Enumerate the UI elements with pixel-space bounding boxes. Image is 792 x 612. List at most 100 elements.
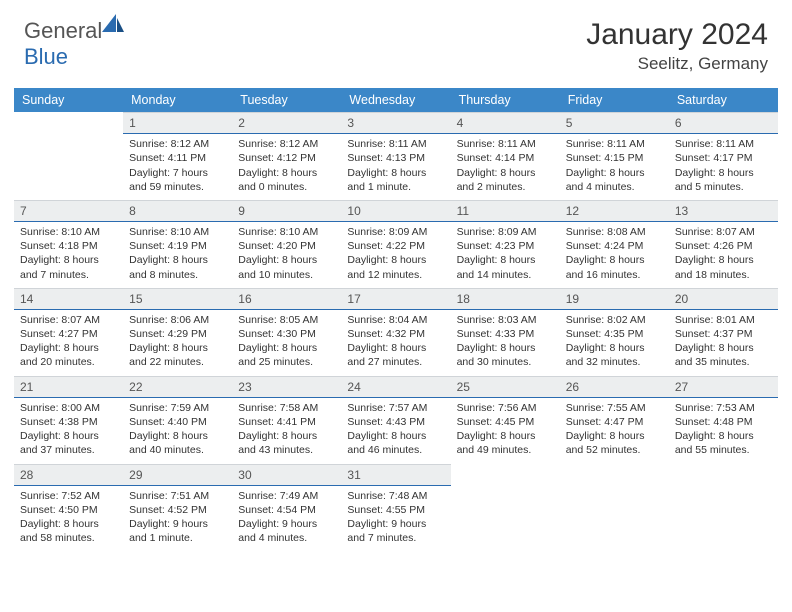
sunrise-text: Sunrise: 7:49 AM — [238, 489, 335, 503]
day-details: Sunrise: 8:05 AMSunset: 4:30 PMDaylight:… — [232, 310, 341, 376]
sunset-text: Sunset: 4:32 PM — [347, 327, 444, 341]
sunrise-text: Sunrise: 8:09 AM — [347, 225, 444, 239]
sunset-text: Sunset: 4:14 PM — [457, 151, 554, 165]
weeks-container: .1Sunrise: 8:12 AMSunset: 4:11 PMDayligh… — [14, 112, 778, 551]
sunrise-text: Sunrise: 8:01 AM — [675, 313, 772, 327]
day-cell: 25Sunrise: 7:56 AMSunset: 4:45 PMDayligh… — [451, 376, 560, 464]
sunset-text: Sunset: 4:22 PM — [347, 239, 444, 253]
sunrise-text: Sunrise: 8:11 AM — [675, 137, 772, 151]
daylight-text: Daylight: 8 hours and 18 minutes. — [675, 253, 772, 281]
day-number: 7 — [14, 200, 123, 222]
day-cell: 18Sunrise: 8:03 AMSunset: 4:33 PMDayligh… — [451, 288, 560, 376]
day-cell: 28Sunrise: 7:52 AMSunset: 4:50 PMDayligh… — [14, 464, 123, 552]
day-number: 16 — [232, 288, 341, 310]
day-cell: 12Sunrise: 8:08 AMSunset: 4:24 PMDayligh… — [560, 200, 669, 288]
day-details: Sunrise: 8:01 AMSunset: 4:37 PMDaylight:… — [669, 310, 778, 376]
header: General Blue January 2024 Seelitz, Germa… — [0, 0, 792, 82]
sunrise-text: Sunrise: 7:56 AM — [457, 401, 554, 415]
day-cell: 14Sunrise: 8:07 AMSunset: 4:27 PMDayligh… — [14, 288, 123, 376]
day-cell: . — [560, 464, 669, 552]
daylight-text: Daylight: 8 hours and 7 minutes. — [20, 253, 117, 281]
day-number: 8 — [123, 200, 232, 222]
day-number: 27 — [669, 376, 778, 398]
daylight-text: Daylight: 8 hours and 20 minutes. — [20, 341, 117, 369]
sunset-text: Sunset: 4:24 PM — [566, 239, 663, 253]
day-number: 12 — [560, 200, 669, 222]
daylight-text: Daylight: 8 hours and 1 minute. — [347, 166, 444, 194]
day-number: 30 — [232, 464, 341, 486]
day-number: 18 — [451, 288, 560, 310]
sunrise-text: Sunrise: 8:12 AM — [238, 137, 335, 151]
day-number: 4 — [451, 112, 560, 134]
daylight-text: Daylight: 8 hours and 10 minutes. — [238, 253, 335, 281]
day-cell: . — [14, 112, 123, 200]
sunset-text: Sunset: 4:55 PM — [347, 503, 444, 517]
sunset-text: Sunset: 4:54 PM — [238, 503, 335, 517]
day-details: Sunrise: 8:10 AMSunset: 4:20 PMDaylight:… — [232, 222, 341, 288]
week-row: 14Sunrise: 8:07 AMSunset: 4:27 PMDayligh… — [14, 288, 778, 376]
day-cell: 6Sunrise: 8:11 AMSunset: 4:17 PMDaylight… — [669, 112, 778, 200]
day-cell: 7Sunrise: 8:10 AMSunset: 4:18 PMDaylight… — [14, 200, 123, 288]
daylight-text: Daylight: 8 hours and 37 minutes. — [20, 429, 117, 457]
daylight-text: Daylight: 8 hours and 16 minutes. — [566, 253, 663, 281]
day-details: Sunrise: 8:08 AMSunset: 4:24 PMDaylight:… — [560, 222, 669, 288]
day-details: Sunrise: 8:07 AMSunset: 4:27 PMDaylight:… — [14, 310, 123, 376]
day-cell: 13Sunrise: 8:07 AMSunset: 4:26 PMDayligh… — [669, 200, 778, 288]
day-cell: 26Sunrise: 7:55 AMSunset: 4:47 PMDayligh… — [560, 376, 669, 464]
day-cell: 27Sunrise: 7:53 AMSunset: 4:48 PMDayligh… — [669, 376, 778, 464]
day-cell: 4Sunrise: 8:11 AMSunset: 4:14 PMDaylight… — [451, 112, 560, 200]
day-cell: 1Sunrise: 8:12 AMSunset: 4:11 PMDaylight… — [123, 112, 232, 200]
location-text: Seelitz, Germany — [586, 54, 768, 74]
daylight-text: Daylight: 9 hours and 4 minutes. — [238, 517, 335, 545]
sunrise-text: Sunrise: 7:48 AM — [347, 489, 444, 503]
week-row: 7Sunrise: 8:10 AMSunset: 4:18 PMDaylight… — [14, 200, 778, 288]
sunrise-text: Sunrise: 8:11 AM — [566, 137, 663, 151]
daylight-text: Daylight: 8 hours and 35 minutes. — [675, 341, 772, 369]
day-details: Sunrise: 7:48 AMSunset: 4:55 PMDaylight:… — [341, 486, 450, 552]
calendar: Sunday Monday Tuesday Wednesday Thursday… — [14, 88, 778, 551]
daylight-text: Daylight: 8 hours and 55 minutes. — [675, 429, 772, 457]
day-details — [560, 484, 669, 493]
sunset-text: Sunset: 4:12 PM — [238, 151, 335, 165]
daylight-text: Daylight: 8 hours and 22 minutes. — [129, 341, 226, 369]
day-cell: 20Sunrise: 8:01 AMSunset: 4:37 PMDayligh… — [669, 288, 778, 376]
sunset-text: Sunset: 4:33 PM — [457, 327, 554, 341]
sunset-text: Sunset: 4:15 PM — [566, 151, 663, 165]
sunset-text: Sunset: 4:43 PM — [347, 415, 444, 429]
sunrise-text: Sunrise: 8:04 AM — [347, 313, 444, 327]
day-details: Sunrise: 8:11 AMSunset: 4:15 PMDaylight:… — [560, 134, 669, 200]
day-number: 22 — [123, 376, 232, 398]
week-row: .1Sunrise: 8:12 AMSunset: 4:11 PMDayligh… — [14, 112, 778, 200]
day-cell: 2Sunrise: 8:12 AMSunset: 4:12 PMDaylight… — [232, 112, 341, 200]
day-number: 19 — [560, 288, 669, 310]
day-details — [14, 132, 123, 141]
sunset-text: Sunset: 4:50 PM — [20, 503, 117, 517]
daylight-text: Daylight: 8 hours and 14 minutes. — [457, 253, 554, 281]
day-details: Sunrise: 8:03 AMSunset: 4:33 PMDaylight:… — [451, 310, 560, 376]
day-cell: 9Sunrise: 8:10 AMSunset: 4:20 PMDaylight… — [232, 200, 341, 288]
day-header: Wednesday — [341, 88, 450, 112]
daylight-text: Daylight: 8 hours and 32 minutes. — [566, 341, 663, 369]
sunset-text: Sunset: 4:52 PM — [129, 503, 226, 517]
day-cell: 23Sunrise: 7:58 AMSunset: 4:41 PMDayligh… — [232, 376, 341, 464]
daylight-text: Daylight: 9 hours and 1 minute. — [129, 517, 226, 545]
sunset-text: Sunset: 4:17 PM — [675, 151, 772, 165]
day-number: 21 — [14, 376, 123, 398]
day-number: 11 — [451, 200, 560, 222]
day-number: 31 — [341, 464, 450, 486]
day-details: Sunrise: 8:09 AMSunset: 4:22 PMDaylight:… — [341, 222, 450, 288]
sunrise-text: Sunrise: 8:11 AM — [457, 137, 554, 151]
sunset-text: Sunset: 4:45 PM — [457, 415, 554, 429]
day-details: Sunrise: 7:52 AMSunset: 4:50 PMDaylight:… — [14, 486, 123, 552]
day-cell: . — [669, 464, 778, 552]
day-cell: 21Sunrise: 8:00 AMSunset: 4:38 PMDayligh… — [14, 376, 123, 464]
day-number: 1 — [123, 112, 232, 134]
day-cell: 5Sunrise: 8:11 AMSunset: 4:15 PMDaylight… — [560, 112, 669, 200]
day-number: 15 — [123, 288, 232, 310]
page-title: January 2024 — [586, 18, 768, 52]
day-cell: 31Sunrise: 7:48 AMSunset: 4:55 PMDayligh… — [341, 464, 450, 552]
day-details: Sunrise: 8:12 AMSunset: 4:12 PMDaylight:… — [232, 134, 341, 200]
brand-text: General Blue — [24, 18, 124, 70]
day-cell: 15Sunrise: 8:06 AMSunset: 4:29 PMDayligh… — [123, 288, 232, 376]
day-details: Sunrise: 8:10 AMSunset: 4:18 PMDaylight:… — [14, 222, 123, 288]
